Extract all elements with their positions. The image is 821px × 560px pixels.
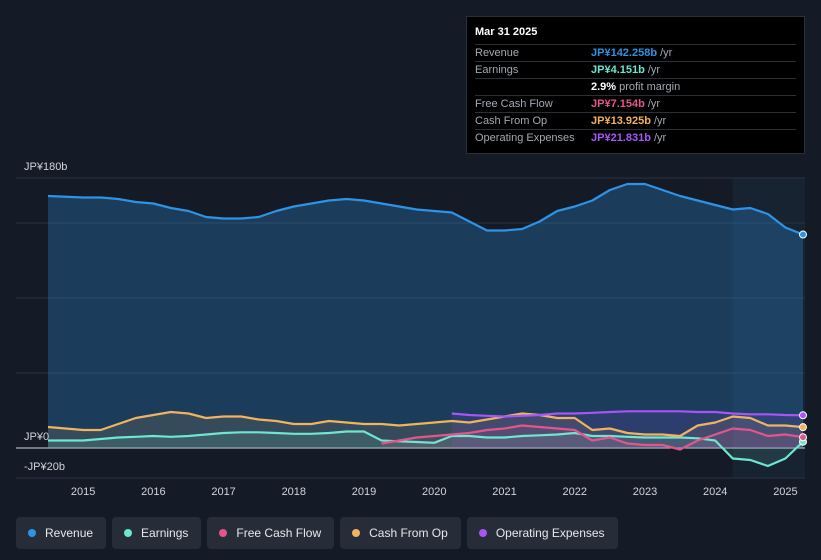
legend-item-operating-expenses[interactable]: Operating Expenses: [466, 517, 618, 549]
tooltip-row-value: JP¥21.831b: [591, 132, 651, 144]
earnings-line: [48, 430, 804, 468]
free-cash-flow-line: [381, 424, 804, 451]
operating-expenses-end-marker: [799, 411, 807, 420]
tooltip-row-unit: /yr: [647, 64, 661, 76]
legend-item-revenue[interactable]: Revenue: [16, 517, 107, 549]
series-lines: [47, 182, 804, 468]
x-tick-label: 2018: [282, 486, 306, 498]
cash-from-op-end-marker: [799, 423, 807, 432]
chart-tooltip: Mar 31 2025 Revenue JP¥142.258b/yr Earning…: [466, 16, 805, 154]
tooltip-row: Free Cash Flow JP¥7.154b/yr: [475, 95, 796, 112]
tooltip-row-value: JP¥7.154b: [591, 98, 645, 110]
free-cash-flow-area: [381, 425, 803, 450]
x-tick-label: 2025: [773, 486, 797, 498]
chart-legend: Revenue Earnings Free Cash Flow Cash From O…: [16, 517, 618, 549]
tooltip-row-unit: /yr: [653, 115, 667, 127]
grid-lines: [16, 177, 805, 479]
x-tick-label: 2024: [703, 486, 727, 498]
legend-dot: [352, 529, 361, 537]
y-tick-label: -JP¥20b: [24, 461, 65, 473]
operating-expenses-area: [451, 411, 803, 448]
revenue-end-marker: [799, 230, 807, 239]
forecast-region: [732, 178, 805, 478]
x-tick-label: 2017: [211, 486, 235, 498]
tooltip-row-label: Earnings: [475, 64, 519, 76]
y-axis: JP¥180b JP¥0 -JP¥20b: [24, 161, 67, 473]
x-tick-label: 2020: [422, 486, 446, 498]
legend-label: Earnings: [141, 526, 189, 540]
y-tick-label: JP¥180b: [24, 161, 67, 173]
tooltip-row: 2.9% profit margin: [475, 78, 796, 95]
x-axis: 2015 2016 2017 2018 2019 2020 2021 2022 2023 2024…: [71, 486, 798, 498]
revenue-area: [48, 184, 803, 448]
tooltip-row: Earnings JP¥4.151b/yr: [475, 61, 796, 78]
tooltip-rows: Revenue JP¥142.258b/yr Earnings JP¥4.151b/y…: [475, 44, 796, 146]
legend-dot: [478, 529, 487, 537]
legend-dot: [219, 529, 228, 537]
legend-item-free-cash-flow[interactable]: Free Cash Flow: [207, 517, 335, 549]
x-tick-label: 2016: [141, 486, 165, 498]
operating-expenses-line: [451, 410, 804, 418]
tooltip-row-unit: /yr: [660, 47, 673, 59]
x-tick-label: 2019: [352, 486, 376, 498]
tooltip-row-unit: /yr: [647, 98, 661, 110]
tooltip-row-value: JP¥4.151b: [591, 64, 645, 76]
revenue-line: [47, 182, 804, 236]
legend-item-earnings[interactable]: Earnings: [112, 517, 202, 549]
tooltip-row-unit: /yr: [653, 132, 667, 144]
legend-label: Operating Expenses: [495, 526, 605, 540]
tooltip-row-label: Operating Expenses: [475, 132, 575, 144]
tooltip-row: Revenue JP¥142.258b/yr: [475, 44, 796, 61]
free-cash-flow-end-marker: [799, 433, 807, 442]
cash-from-op-line: [47, 410, 804, 438]
legend-label: Cash From Op: [369, 526, 448, 540]
tooltip-row-value: JP¥142.258b: [591, 47, 658, 59]
tooltip-row-label: Cash From Op: [475, 115, 548, 127]
series-end-markers: [799, 230, 807, 446]
x-tick-label: 2021: [492, 486, 516, 498]
legend-dot: [28, 529, 36, 537]
legend-label: Revenue: [45, 526, 94, 540]
x-tick-label: 2023: [633, 486, 657, 498]
tooltip-row: Operating Expenses JP¥21.831b/yr: [475, 129, 796, 146]
legend-dot: [124, 529, 133, 537]
tooltip-row-label: Free Cash Flow: [475, 98, 553, 110]
legend-label: Free Cash Flow: [236, 526, 322, 540]
y-tick-label: JP¥0: [24, 431, 49, 443]
tooltip-row-unit: profit margin: [619, 81, 681, 93]
legend-item-cash-from-op[interactable]: Cash From Op: [340, 517, 461, 549]
tooltip-row-label: [475, 79, 591, 95]
tooltip-row-value: JP¥13.925b: [591, 115, 651, 127]
tooltip-row: Cash From Op JP¥13.925b/yr: [475, 112, 796, 129]
tooltip-date: Mar 31 2025: [475, 26, 538, 38]
x-tick-label: 2015: [71, 486, 95, 498]
tooltip-row-value: 2.9%: [591, 81, 617, 93]
tooltip-row-label: Revenue: [475, 47, 520, 59]
x-tick-label: 2022: [563, 486, 587, 498]
